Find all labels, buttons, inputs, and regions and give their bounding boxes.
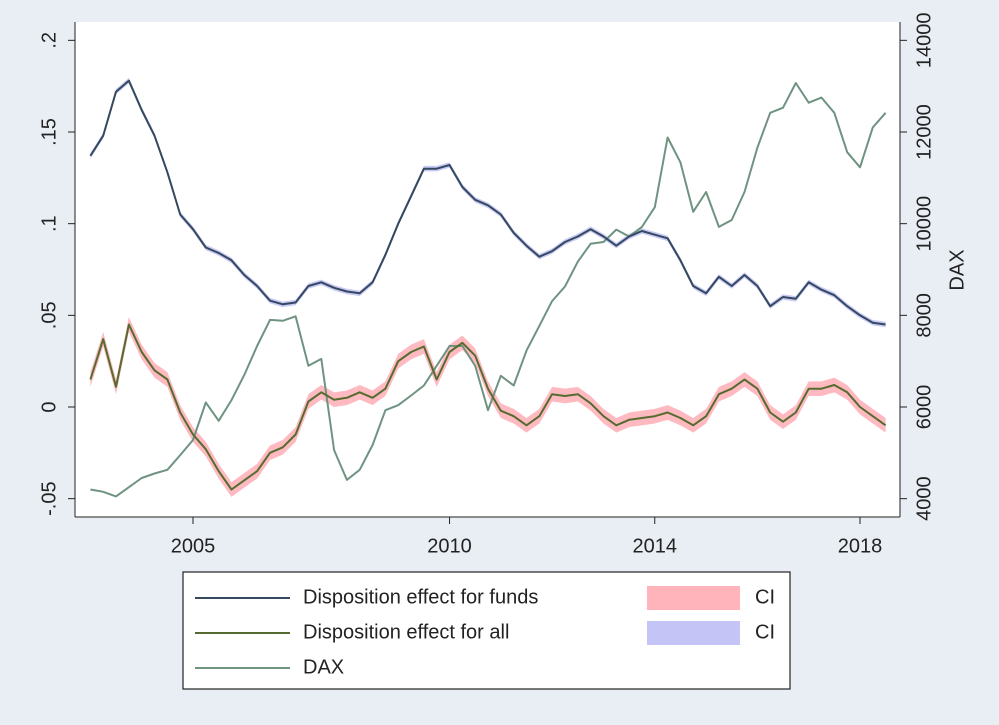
y2-tick-label: 14000 bbox=[913, 13, 935, 69]
series-line bbox=[89, 323, 887, 491]
x-tick-label: 2010 bbox=[427, 535, 472, 557]
legend-label: Disposition effect for funds bbox=[303, 586, 538, 608]
x-tick-label: 2005 bbox=[171, 535, 216, 557]
series-line bbox=[89, 79, 886, 326]
y2-tick-label: 10000 bbox=[913, 196, 935, 252]
y2-tick-label: 4000 bbox=[913, 476, 935, 520]
y2-tick-label: 12000 bbox=[913, 104, 935, 160]
legend-swatch bbox=[647, 621, 740, 645]
legend-label: CI bbox=[755, 621, 775, 643]
plot-area bbox=[75, 22, 900, 517]
x-tick-label: 2018 bbox=[838, 535, 883, 557]
y2-tick-label: 6000 bbox=[913, 385, 935, 430]
legend-label: DAX bbox=[303, 656, 344, 678]
y-tick-label: 0 bbox=[38, 401, 60, 412]
y-tick-label: .15 bbox=[38, 118, 60, 146]
y-tick-label: -.05 bbox=[38, 481, 60, 515]
x-tick-label: 2014 bbox=[633, 535, 678, 557]
series-line bbox=[90, 82, 887, 498]
legend-label: CI bbox=[755, 586, 775, 608]
y-tick-label: .1 bbox=[38, 215, 60, 232]
legend-swatch bbox=[647, 586, 740, 610]
ci-band bbox=[90, 77, 886, 328]
y-tick-label: .2 bbox=[38, 32, 60, 49]
y-tick-label: .05 bbox=[38, 301, 60, 329]
y2-axis-label: DAX bbox=[946, 249, 968, 290]
legend-label: Disposition effect for all bbox=[303, 621, 509, 643]
y2-tick-label: 8000 bbox=[913, 293, 935, 338]
